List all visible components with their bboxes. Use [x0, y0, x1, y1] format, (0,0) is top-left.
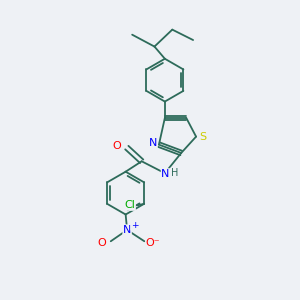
Text: S: S — [199, 132, 206, 142]
Text: N: N — [161, 169, 169, 179]
Text: +: + — [131, 221, 138, 230]
Text: N: N — [149, 138, 157, 148]
Text: O: O — [98, 238, 106, 248]
Text: O⁻: O⁻ — [146, 238, 160, 248]
Text: Cl: Cl — [124, 200, 135, 210]
Text: O: O — [113, 141, 122, 152]
Text: H: H — [171, 168, 178, 178]
Text: N: N — [123, 225, 131, 235]
